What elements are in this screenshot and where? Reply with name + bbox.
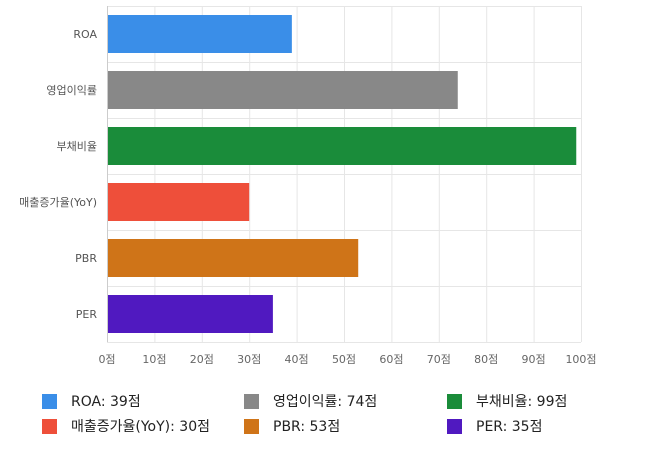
legend-swatch <box>447 393 462 409</box>
legend-swatch <box>447 418 462 434</box>
legend-swatch <box>42 418 57 434</box>
legend-item-operating-margin[interactable]: 영업이익률: 74점 <box>244 391 377 411</box>
legend-item-per[interactable]: PER: 35점 <box>447 416 542 436</box>
legend-label: 매출증가율(YoY): 30점 <box>71 419 210 435</box>
legend-label: 부채비율: 99점 <box>476 394 568 410</box>
x-tick-label: 50점 <box>332 353 356 366</box>
x-tick-label: 80점 <box>474 353 498 366</box>
legend-swatch <box>244 393 259 409</box>
legend-label: ROA: 39점 <box>71 394 141 410</box>
legend-label: PER: 35점 <box>476 419 543 435</box>
legend-item-pbr[interactable]: PBR: 53점 <box>244 416 340 436</box>
y-tick-label: 매출증가율(YoY) <box>19 196 97 209</box>
legend-swatch <box>244 418 259 434</box>
y-tick-label: PER <box>76 308 98 321</box>
legend-item-debt-ratio[interactable]: 부채비율: 99점 <box>447 391 567 411</box>
legend-item-roa[interactable]: ROA: 39점 <box>42 391 141 411</box>
legend-item-sales-growth[interactable]: 매출증가율(YoY): 30점 <box>42 416 210 436</box>
y-tick-label: ROA <box>73 28 97 41</box>
bar <box>108 183 250 221</box>
x-tick-label: 100점 <box>565 353 596 366</box>
x-tick-label: 20점 <box>190 353 214 366</box>
y-tick-label: 영업이익률 <box>46 84 97 97</box>
bar <box>108 71 458 109</box>
bar <box>108 239 359 277</box>
x-tick-label: 40점 <box>285 353 309 366</box>
legend-swatch <box>42 393 57 409</box>
bar <box>108 15 292 53</box>
x-tick-label: 90점 <box>522 353 546 366</box>
bar <box>108 295 273 333</box>
y-tick-label: PBR <box>75 252 97 265</box>
chart-legend: ROA: 39점 영업이익률: 74점 부채비율: 99점 매출증가율(YoY)… <box>0 388 650 440</box>
x-tick-label: 60점 <box>379 353 403 366</box>
x-tick-label: 0점 <box>98 353 115 366</box>
x-tick-label: 30점 <box>237 353 261 366</box>
legend-label: 영업이익률: 74점 <box>273 394 378 410</box>
y-tick-label: 부채비율 <box>57 140 97 153</box>
legend-label: PBR: 53점 <box>273 419 341 435</box>
x-tick-label: 10점 <box>142 353 166 366</box>
bar <box>108 127 577 165</box>
x-tick-label: 70점 <box>427 353 451 366</box>
